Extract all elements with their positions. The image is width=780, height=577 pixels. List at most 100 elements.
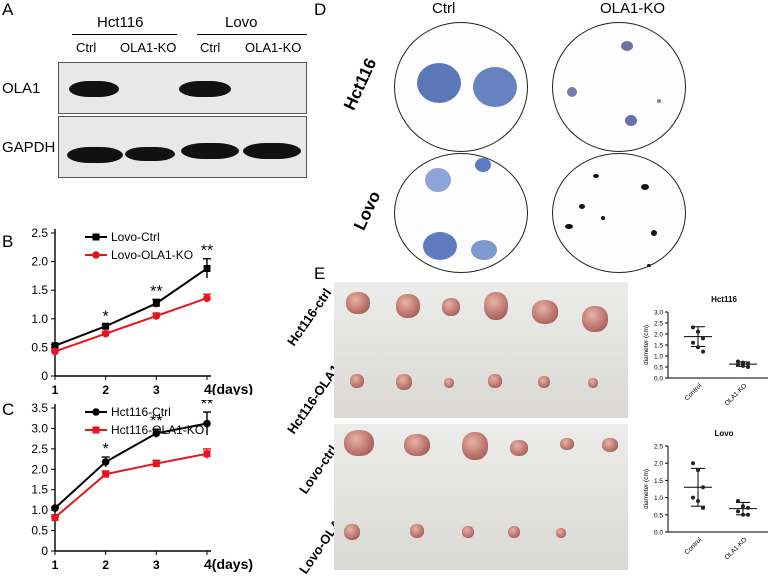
colony-col-ctrl: Ctrl	[432, 0, 456, 17]
x-tick-label: 4(days)	[204, 381, 253, 395]
tumor	[488, 374, 502, 388]
band-gapdh-2	[125, 147, 175, 161]
data-point	[746, 365, 750, 369]
wb-lane-3: Ctrl	[200, 40, 221, 55]
tumor	[510, 440, 528, 456]
colony-spot	[601, 216, 605, 220]
data-point	[102, 322, 110, 330]
colony-spot	[475, 158, 491, 172]
data-point	[152, 429, 161, 438]
y-tick-label: 2.5	[654, 444, 663, 451]
colony-spot	[593, 174, 599, 178]
data-point	[746, 505, 750, 510]
x-tick-label: 2	[102, 558, 109, 572]
blot-ola1	[58, 62, 307, 114]
y-tick-label: 0.5	[31, 340, 48, 354]
colony-spot	[647, 264, 651, 267]
significance-label: *	[103, 309, 109, 326]
tumor	[602, 438, 618, 452]
tumor	[410, 524, 424, 538]
tumor	[444, 378, 454, 388]
plate-hct116-ko	[552, 22, 686, 152]
chart-c: 0 0.5 1.0 1.5 2.0 2.5 3.0 3.5 1 2 3 4(days) Hct116-C…	[31, 400, 253, 572]
y-axis-label: diameter (cm)	[643, 469, 650, 509]
x-tick-label: 3	[153, 383, 160, 395]
chart-e-hct116: Hct116 0.0 0.5 1.0 1.5 2.0 2.5 3.0 diameter (cm)…	[643, 295, 768, 407]
data-point	[741, 360, 745, 365]
chart-b: 0 0.5 1.0 1.5 2.0 2.5 1 2 3 4(days) Lovo-Ctrl Lovo-…	[31, 226, 253, 395]
x-tick-label: 4(days)	[204, 556, 253, 572]
y-tick-label: 2.0	[654, 332, 663, 339]
wb-group-lovo: Lovo	[225, 14, 258, 31]
colony-spot	[579, 204, 585, 209]
colony-spot	[473, 67, 517, 107]
band-gapdh-1	[67, 147, 123, 163]
y-tick-label: 2.5	[31, 226, 48, 240]
legend-marker	[92, 233, 100, 241]
y-tick-label: 0.0	[654, 376, 663, 383]
tumor	[346, 292, 370, 314]
panel-e-label: E	[314, 264, 326, 283]
data-point	[736, 362, 740, 367]
y-tick-label: 0.5	[654, 365, 663, 372]
data-point	[701, 485, 705, 490]
significance-label: *	[103, 441, 109, 458]
legend-label: Hct116-Ctrl	[111, 405, 171, 419]
colony-spot	[423, 232, 457, 260]
data-point	[691, 340, 695, 345]
colony-row-lovo: Lovo	[350, 188, 385, 234]
legend-marker	[92, 408, 100, 416]
y-tick-label: 2.0	[31, 255, 48, 269]
data-point	[696, 345, 700, 350]
chart-title: Hct116	[711, 295, 737, 304]
y-tick-label: 2.0	[654, 461, 663, 468]
wb-group-lovo-line	[197, 34, 307, 35]
tumor	[556, 528, 566, 538]
data-point	[51, 342, 59, 350]
band-ola1-3	[179, 81, 231, 97]
colony-spot	[641, 184, 649, 190]
x-tick-label: 1	[52, 383, 59, 395]
data-point	[51, 504, 59, 512]
panel-d-label: D	[314, 0, 327, 19]
tumor	[350, 374, 364, 388]
y-tick-label: 0	[41, 544, 48, 558]
data-point	[746, 512, 750, 517]
tumor	[344, 430, 374, 456]
data-point	[696, 329, 700, 334]
y-tick-label: 1.5	[654, 478, 663, 485]
panel-a-label: A	[2, 0, 14, 19]
tumor	[396, 374, 412, 390]
y-tick-label: 2.5	[654, 321, 663, 328]
y-tick-label: 1.0	[654, 495, 663, 502]
data-point	[741, 504, 745, 509]
y-axis-label: diameter (cm)	[643, 325, 650, 365]
data-point	[701, 505, 705, 510]
colony-row-hct116: Hct116	[340, 55, 381, 114]
band-ola1-1	[69, 81, 119, 97]
data-point	[51, 513, 59, 521]
chart-e-lovo: Lovo 0.0 0.5 1.0 1.5 2.0 2.5 diameter (cm) Contr…	[643, 429, 768, 561]
tumor	[396, 294, 420, 318]
y-tick-label: 2.5	[31, 442, 48, 456]
y-tick-label: 1.5	[654, 343, 663, 350]
tumor	[508, 526, 520, 538]
data-point	[152, 312, 161, 320]
colony-spot	[657, 99, 661, 103]
data-point	[152, 299, 160, 307]
tumor	[462, 526, 474, 538]
plate-lovo-ctrl	[394, 153, 528, 273]
data-point	[101, 458, 110, 466]
data-point	[746, 361, 750, 366]
data-point	[741, 512, 745, 517]
y-tick-label: 1.0	[31, 312, 48, 326]
tumor	[462, 432, 488, 460]
colony-spot	[471, 240, 497, 260]
legend-label: Lovo-OLA1-KO	[111, 248, 193, 262]
colony-spot	[651, 230, 657, 236]
data-point	[691, 325, 695, 330]
y-tick-label: 0.5	[654, 512, 663, 519]
blot-gapdh	[58, 116, 307, 178]
significance-label: **	[201, 400, 213, 413]
y-tick-label: 0.0	[654, 530, 663, 537]
